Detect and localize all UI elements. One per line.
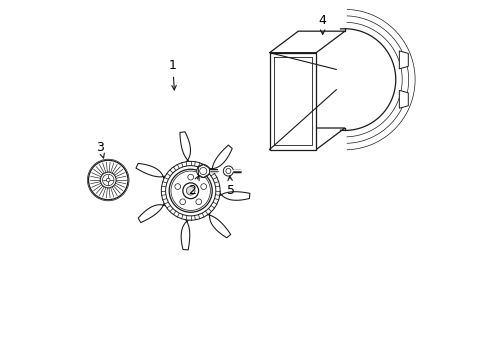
Polygon shape [202, 206, 230, 238]
Text: 2: 2 [187, 176, 199, 197]
Polygon shape [216, 186, 249, 200]
Circle shape [223, 166, 233, 176]
Polygon shape [181, 216, 195, 250]
Circle shape [88, 160, 128, 200]
Polygon shape [136, 163, 169, 186]
Circle shape [106, 178, 110, 182]
Circle shape [102, 174, 114, 186]
Circle shape [175, 184, 180, 189]
Circle shape [100, 172, 116, 188]
Circle shape [180, 199, 185, 204]
Circle shape [165, 166, 215, 216]
Polygon shape [399, 90, 407, 108]
Polygon shape [138, 198, 171, 222]
Text: 4: 4 [318, 14, 326, 34]
Circle shape [169, 169, 212, 212]
Circle shape [183, 183, 198, 199]
Circle shape [199, 167, 206, 175]
Circle shape [186, 186, 195, 195]
Text: 5: 5 [226, 176, 234, 197]
Polygon shape [399, 51, 407, 69]
Circle shape [196, 165, 209, 177]
Circle shape [161, 161, 220, 220]
Circle shape [187, 174, 193, 180]
Polygon shape [269, 53, 316, 149]
Polygon shape [269, 31, 344, 53]
Text: 3: 3 [96, 141, 104, 158]
Polygon shape [203, 145, 232, 176]
Circle shape [201, 184, 206, 189]
Text: 1: 1 [168, 59, 176, 90]
Circle shape [225, 168, 230, 174]
Polygon shape [340, 29, 395, 130]
Polygon shape [269, 128, 344, 149]
Circle shape [196, 199, 201, 204]
Polygon shape [180, 132, 193, 166]
